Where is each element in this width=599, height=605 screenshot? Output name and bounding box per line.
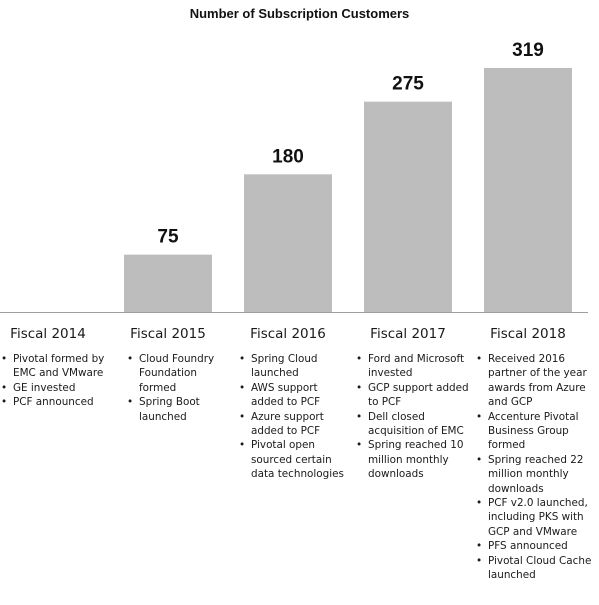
fiscal-2017-notes: Ford and Microsoft investedGCP support a… — [355, 352, 470, 482]
fiscal-2018-notes: Received 2016 partner of the year awards… — [475, 352, 593, 583]
data-label: 180 — [272, 146, 304, 167]
bar-fiscal-2018 — [484, 68, 572, 312]
data-label: 275 — [392, 74, 424, 95]
milestone-item: Spring reached 10 million monthly downlo… — [355, 438, 470, 481]
milestone-item: Pivotal formed by EMC and VMware — [0, 352, 112, 381]
chart-title: Number of Subscription Customers — [189, 6, 410, 21]
milestone-item: Azure support added to PCF — [238, 410, 348, 439]
milestone-item: Accenture Pivotal Business Group formed — [475, 410, 593, 453]
milestone-item: Ford and Microsoft invested — [355, 352, 470, 381]
milestone-item: GCP support added to PCF — [355, 381, 470, 410]
bar-chart: 75 180 275 319 Fiscal 2014 Fiscal 2015 Fiscal … — [0, 40, 588, 342]
milestone-item: PCF v2.0 launched, including PKS with GC… — [475, 496, 593, 539]
data-label: 319 — [512, 40, 544, 61]
bar-fiscal-2015 — [124, 254, 212, 312]
milestone-item: GE invested — [0, 381, 112, 396]
category-label: Fiscal 2014 — [10, 326, 86, 342]
milestone-item: PCF announced — [0, 395, 112, 410]
milestone-item: Spring reached 22 million monthly downlo… — [475, 453, 593, 496]
fiscal-2014-notes: Pivotal formed by EMC and VMwareGE inves… — [0, 352, 112, 410]
category-label: Fiscal 2018 — [490, 326, 566, 342]
milestone-item: Cloud Foundry Foundation formed — [126, 352, 228, 395]
data-label: 75 — [157, 227, 179, 248]
bar-fiscal-2016 — [244, 174, 332, 312]
category-label: Fiscal 2017 — [370, 326, 446, 342]
fiscal-2015-notes: Cloud Foundry Foundation formedSpring Bo… — [126, 352, 228, 424]
milestone-item: AWS support added to PCF — [238, 381, 348, 410]
milestone-item: Received 2016 partner of the year awards… — [475, 352, 593, 410]
fiscal-2016-notes: Spring Cloud launchedAWS support added t… — [238, 352, 348, 482]
milestone-item: Pivotal open sourced certain data techno… — [238, 438, 348, 481]
milestone-item: PFS announced — [475, 539, 593, 554]
category-label: Fiscal 2016 — [250, 326, 326, 342]
milestone-item: Spring Cloud launched — [238, 352, 348, 381]
milestone-item: Dell closed acquisition of EMC — [355, 410, 470, 439]
milestone-item: Spring Boot launched — [126, 395, 228, 424]
category-label: Fiscal 2015 — [130, 326, 206, 342]
bar-fiscal-2017 — [364, 101, 452, 312]
milestone-item: Pivotal Cloud Cache launched — [475, 554, 593, 583]
